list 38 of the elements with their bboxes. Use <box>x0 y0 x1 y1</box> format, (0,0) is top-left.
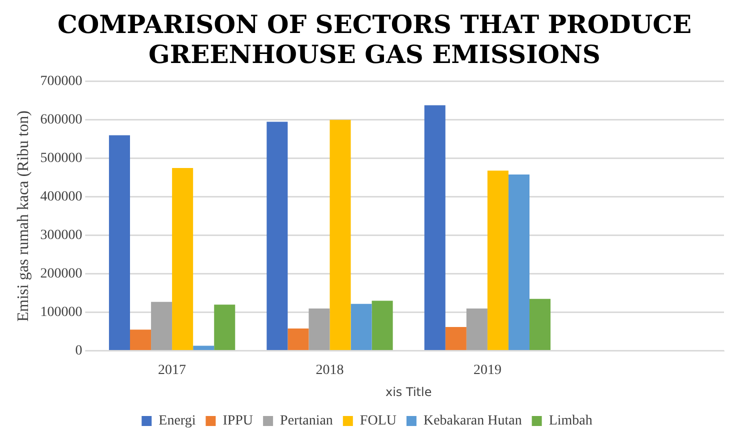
bar <box>487 170 508 350</box>
legend-label: IPPU <box>222 414 254 429</box>
bar <box>330 120 351 350</box>
y-tick-label: 0 <box>75 343 82 358</box>
legend-label: Kebakaran Hutan <box>423 414 522 429</box>
y-tick-label: 600000 <box>40 112 82 128</box>
x-tick-label: 2019 <box>473 362 502 378</box>
bar <box>266 122 288 350</box>
x-tick-label: 2018 <box>316 362 344 378</box>
bar <box>193 346 214 350</box>
bar <box>288 328 309 350</box>
y-tick-label: 700000 <box>40 74 82 90</box>
x-axis-title: xis Title <box>385 384 432 399</box>
bar <box>372 300 393 350</box>
bar <box>424 105 446 350</box>
bar <box>130 330 152 350</box>
legend-label: Pertanian <box>280 414 333 429</box>
legend-label: FOLU <box>360 414 396 429</box>
y-tick-label: 300000 <box>40 228 82 244</box>
y-tick-label: 100000 <box>40 304 82 320</box>
chart-title: COMPARISON OF SECTORS THAT PRODUCE GREENHOUSE GAS EMISSIONS <box>56 10 693 70</box>
y-tick-label: 500000 <box>40 151 82 166</box>
bar <box>350 304 372 350</box>
x-tick-label: 2017 <box>158 362 186 378</box>
bar <box>530 298 551 350</box>
bar <box>108 135 130 350</box>
y-tick-label: 200000 <box>40 266 82 282</box>
y-tick-label: 400000 <box>40 190 82 205</box>
bar <box>214 304 236 350</box>
bar <box>508 174 530 350</box>
y-axis-title: Emisi gas rumah kaca (Ribu ton) <box>14 110 32 322</box>
bar <box>151 302 172 350</box>
legend-label: Energi <box>158 414 196 429</box>
bar <box>308 308 330 350</box>
legend-label: Limbah <box>548 414 592 429</box>
bar <box>466 308 488 350</box>
bar <box>445 326 466 350</box>
bar <box>172 168 194 350</box>
